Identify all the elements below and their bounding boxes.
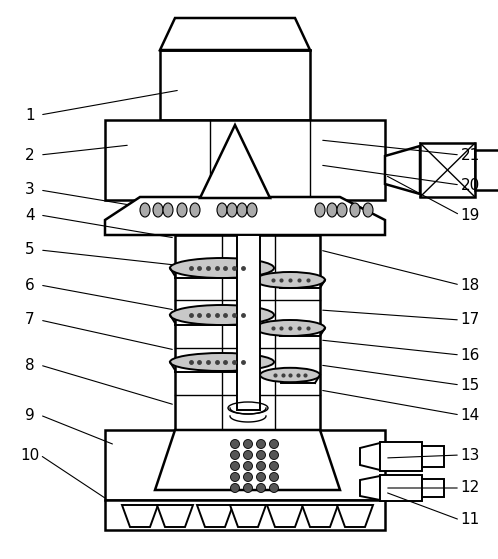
Text: 7: 7 — [25, 312, 35, 328]
Ellipse shape — [177, 203, 187, 217]
Polygon shape — [200, 125, 270, 198]
Text: 12: 12 — [460, 481, 480, 495]
Text: 18: 18 — [460, 277, 480, 292]
Text: 4: 4 — [25, 207, 35, 222]
Ellipse shape — [217, 203, 227, 217]
Ellipse shape — [350, 203, 360, 217]
Ellipse shape — [163, 203, 173, 217]
Polygon shape — [360, 443, 380, 470]
Circle shape — [244, 472, 252, 481]
Circle shape — [256, 484, 265, 492]
Ellipse shape — [315, 203, 325, 217]
Polygon shape — [122, 505, 158, 527]
Polygon shape — [302, 505, 338, 527]
Bar — [420, 143, 475, 197]
Circle shape — [256, 472, 265, 481]
Bar — [380, 475, 422, 501]
Bar — [237, 235, 260, 410]
Circle shape — [244, 451, 252, 459]
Ellipse shape — [140, 203, 150, 217]
Ellipse shape — [170, 305, 274, 325]
Text: 13: 13 — [460, 448, 480, 462]
Ellipse shape — [170, 353, 274, 371]
Circle shape — [256, 439, 265, 448]
Text: 11: 11 — [460, 513, 480, 528]
Text: 8: 8 — [25, 358, 35, 372]
Ellipse shape — [363, 203, 373, 217]
Text: 17: 17 — [460, 312, 480, 328]
Circle shape — [269, 439, 278, 448]
Bar — [422, 479, 444, 497]
Polygon shape — [157, 505, 193, 527]
Polygon shape — [160, 18, 310, 50]
Circle shape — [269, 484, 278, 492]
Circle shape — [244, 439, 252, 448]
Circle shape — [269, 462, 278, 471]
Polygon shape — [337, 505, 373, 527]
Text: 5: 5 — [25, 243, 35, 258]
Circle shape — [244, 484, 252, 492]
Text: 3: 3 — [25, 182, 35, 197]
Polygon shape — [105, 197, 385, 235]
Circle shape — [256, 462, 265, 471]
Text: 21: 21 — [460, 148, 480, 163]
Polygon shape — [360, 476, 380, 500]
Bar — [105, 120, 385, 200]
Text: 16: 16 — [460, 348, 480, 362]
Circle shape — [244, 462, 252, 471]
Polygon shape — [197, 505, 233, 527]
Bar — [380, 442, 422, 471]
Circle shape — [231, 462, 240, 471]
Circle shape — [231, 439, 240, 448]
Bar — [422, 446, 444, 467]
Bar — [475, 150, 498, 190]
Ellipse shape — [337, 203, 347, 217]
Circle shape — [231, 472, 240, 481]
Circle shape — [231, 451, 240, 459]
Text: 6: 6 — [25, 277, 35, 292]
Text: 14: 14 — [460, 408, 480, 423]
Polygon shape — [385, 146, 420, 194]
Polygon shape — [155, 430, 340, 490]
Ellipse shape — [327, 203, 337, 217]
Ellipse shape — [247, 203, 257, 217]
Bar — [175, 235, 320, 430]
Ellipse shape — [170, 258, 274, 278]
Circle shape — [269, 472, 278, 481]
Bar — [105, 430, 385, 500]
Text: 20: 20 — [460, 178, 480, 192]
Polygon shape — [267, 505, 303, 527]
Text: 9: 9 — [25, 408, 35, 423]
Circle shape — [269, 451, 278, 459]
Ellipse shape — [153, 203, 163, 217]
Text: 1: 1 — [25, 107, 35, 122]
Bar — [160, 50, 310, 120]
Ellipse shape — [255, 320, 325, 336]
Text: 2: 2 — [25, 148, 35, 163]
Circle shape — [231, 484, 240, 492]
Polygon shape — [230, 505, 266, 527]
Ellipse shape — [237, 203, 247, 217]
Text: 19: 19 — [460, 207, 480, 222]
Ellipse shape — [255, 272, 325, 288]
Bar — [105, 500, 385, 530]
Ellipse shape — [260, 368, 320, 382]
Text: 10: 10 — [20, 448, 40, 462]
Circle shape — [256, 451, 265, 459]
Text: 15: 15 — [460, 377, 480, 392]
Ellipse shape — [227, 203, 237, 217]
Ellipse shape — [190, 203, 200, 217]
